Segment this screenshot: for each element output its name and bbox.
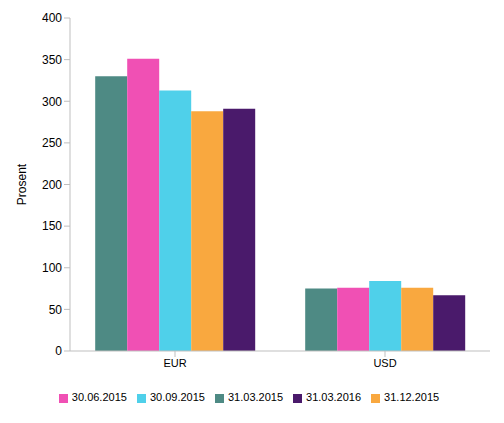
- svg-text:50: 50: [49, 303, 63, 317]
- svg-text:Prosent: Prosent: [15, 163, 29, 205]
- svg-text:200: 200: [42, 178, 62, 192]
- svg-text:250: 250: [42, 136, 62, 150]
- svg-text:350: 350: [42, 53, 62, 67]
- html-text:30.09.2015: 30.09.2015: [149, 391, 205, 403]
- svg-text:400: 400: [42, 11, 62, 25]
- html-text:31.12.2015: 31.12.2015: [384, 391, 440, 403]
- svg-text:300: 300: [42, 95, 62, 109]
- html-text:31.03.2016: 31.03.2016: [306, 391, 362, 403]
- svg-text:100: 100: [42, 261, 62, 275]
- svg-text:150: 150: [42, 219, 62, 233]
- html-text:31.03.2015: 31.03.2015: [228, 391, 283, 403]
- svg-text:USD: USD: [373, 357, 396, 369]
- svg-text:EUR: EUR: [163, 357, 186, 369]
- svg-text:0: 0: [55, 344, 62, 358]
- html-text:30.06.2015: 30.06.2015: [71, 391, 127, 403]
